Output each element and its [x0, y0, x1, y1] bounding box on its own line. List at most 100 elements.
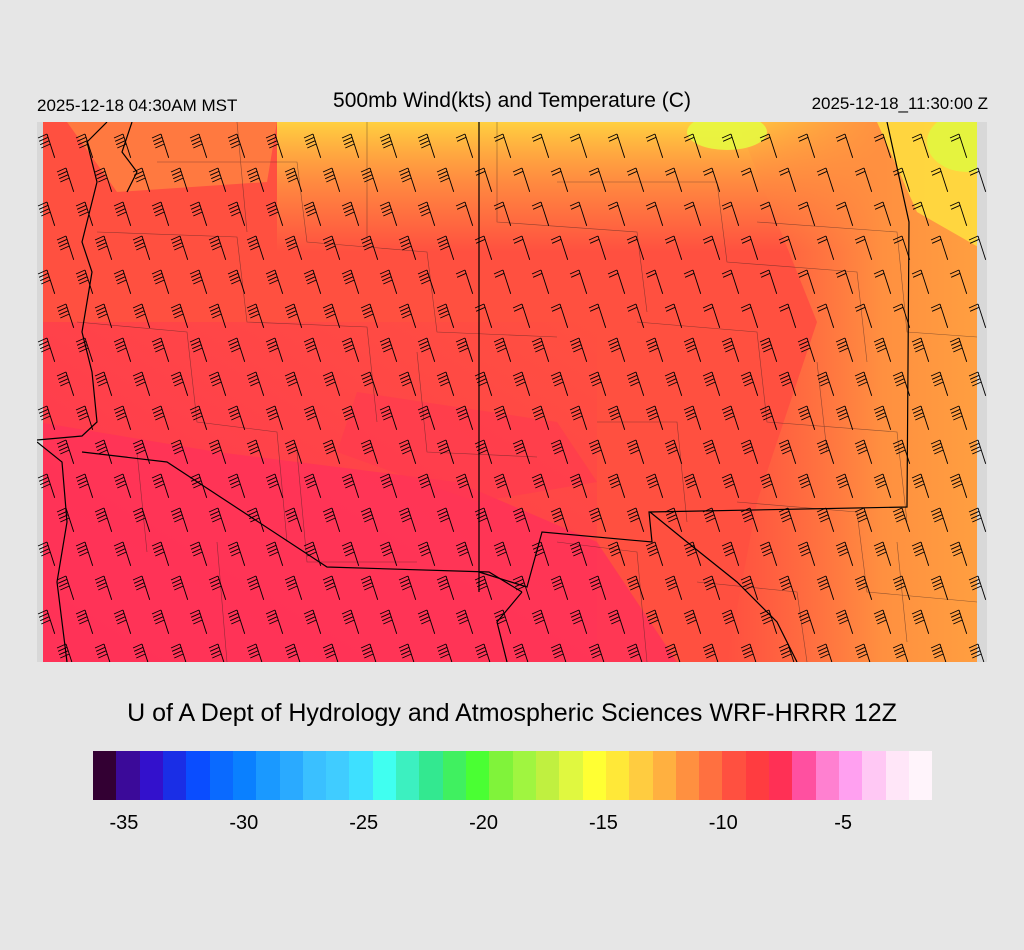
colorbar-swatch: [232, 751, 257, 800]
wind-barb: [512, 643, 529, 662]
wind-barb: [968, 371, 987, 396]
wind-barb: [132, 439, 151, 464]
wind-barb: [740, 575, 759, 600]
wind-barb: [626, 235, 645, 260]
colorbar-swatch: [815, 751, 839, 800]
wind-barb: [626, 575, 645, 600]
wind-barb: [113, 269, 132, 294]
wind-barb: [835, 269, 854, 294]
wind-barb: [189, 405, 208, 430]
wind-barb: [265, 541, 284, 566]
wind-barb: [968, 575, 987, 600]
colorbar-swatch: [745, 751, 770, 800]
wind-barb: [626, 371, 645, 396]
wind-barb: [132, 371, 151, 396]
wind-barb: [835, 201, 854, 226]
wind-barb: [911, 473, 930, 498]
wind-barb: [265, 133, 284, 158]
wind-barb: [949, 269, 968, 294]
wind-barb: [56, 167, 75, 192]
colorbar-swatch: [512, 751, 536, 800]
wind-barb: [854, 235, 873, 260]
wind-barb: [94, 575, 113, 600]
wind-barb: [607, 473, 626, 498]
wind-barb: [341, 133, 360, 158]
wind-barb: [360, 235, 379, 260]
wind-barb: [493, 269, 512, 294]
wind-barb: [113, 405, 132, 430]
wind-barb: [569, 541, 588, 566]
wind-barb: [740, 235, 759, 260]
wind-barb: [873, 541, 892, 566]
wind-barb: [911, 541, 930, 566]
map-edge-east: [977, 122, 987, 662]
wind-barb: [322, 303, 341, 328]
wind-barb: [360, 439, 379, 464]
wind-barb: [417, 337, 436, 362]
wind-barb: [37, 133, 56, 158]
wind-barb: [664, 643, 681, 662]
colorbar-swatch: [186, 751, 210, 800]
wind-barb: [759, 201, 778, 226]
colorbar-tick-label: -20: [469, 812, 498, 834]
wind-barb: [493, 405, 512, 430]
wind-barb: [512, 439, 531, 464]
wind-barb: [417, 405, 436, 430]
wind-barb: [854, 643, 871, 662]
wind-barb: [341, 473, 360, 498]
wind-barb: [341, 269, 360, 294]
wind-barb: [379, 201, 398, 226]
wind-barb: [816, 235, 835, 260]
local-time-label: 2025-12-18 04:30AM MST: [37, 96, 238, 115]
temperature-colorbar: [93, 751, 933, 800]
wind-barb: [246, 507, 265, 532]
wind-barb: [37, 405, 56, 430]
wind-barb: [588, 235, 607, 260]
wind-barb: [56, 303, 75, 328]
wind-barb: [341, 201, 360, 226]
wind-barb: [854, 371, 873, 396]
wind-barb: [322, 575, 341, 600]
wind-barb: [189, 269, 208, 294]
wind-barb: [911, 609, 930, 634]
wind-barb: [930, 235, 949, 260]
wind-barb: [512, 575, 531, 600]
wind-barb: [398, 643, 415, 662]
wind-barb: [94, 371, 113, 396]
wind-barb: [664, 167, 683, 192]
wind-barb: [284, 507, 303, 532]
wind-barb: [721, 133, 740, 158]
wind-barb: [398, 167, 417, 192]
wind-barb: [740, 507, 759, 532]
wind-barb: [683, 609, 702, 634]
wind-barb: [151, 337, 170, 362]
wind-barb: [949, 609, 968, 634]
wind-barb: [322, 507, 341, 532]
colorbar-swatch: [93, 751, 117, 800]
wind-barb: [588, 439, 607, 464]
wind-barb: [56, 643, 73, 662]
wind-barb: [702, 371, 721, 396]
wind-barb: [569, 609, 588, 634]
wind-barb: [151, 269, 170, 294]
wind-barb: [683, 269, 702, 294]
wind-barb: [911, 201, 930, 226]
wind-barb: [265, 473, 284, 498]
colorbar-swatch: [489, 751, 513, 800]
wind-barb: [436, 439, 455, 464]
wind-barb: [227, 541, 246, 566]
wind-barb: [189, 541, 208, 566]
wind-barb: [968, 439, 987, 464]
wind-barb: [721, 269, 740, 294]
wind-barb: [645, 405, 664, 430]
colorbar-swatch: [885, 751, 909, 800]
wind-barb: [56, 575, 75, 600]
wind-barb: [379, 541, 398, 566]
wind-barb: [588, 507, 607, 532]
colorbar-tick-label: -10: [708, 812, 738, 834]
wind-barb: [892, 507, 911, 532]
wind-barb: [303, 405, 322, 430]
wind-barb: [740, 371, 759, 396]
wind-barb: [930, 303, 949, 328]
wind-barb: [227, 201, 246, 226]
